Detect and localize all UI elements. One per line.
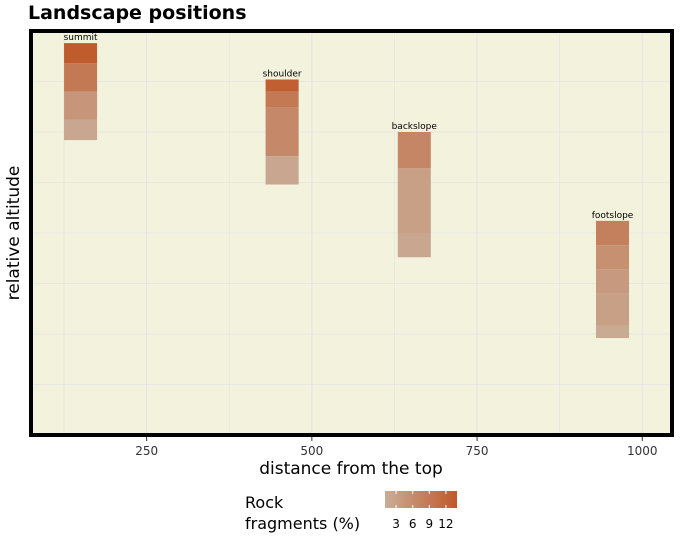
cell-footslope-1 xyxy=(596,220,630,246)
x-axis-title: distance from the top xyxy=(259,459,443,479)
legend-tick-label: 12 xyxy=(438,517,453,531)
x-axis-ticks: 250 500 750 1000 xyxy=(135,437,658,458)
x-tick-label: 250 xyxy=(135,444,158,458)
x-tick-label: 1000 xyxy=(627,444,658,458)
cell-summit-3 xyxy=(64,91,98,120)
site-label-backslope: backslope xyxy=(392,122,438,132)
legend-title-line-2: fragments (%) xyxy=(245,514,360,533)
legend: Rock fragments (%) 3 6 9 12 xyxy=(245,491,457,533)
data-cells xyxy=(64,43,630,339)
x-tick-label: 750 xyxy=(466,444,489,458)
x-tick-label: 500 xyxy=(300,444,323,458)
legend-title-line-1: Rock xyxy=(245,493,284,512)
cell-summit-2 xyxy=(64,63,98,92)
plot-border xyxy=(29,29,674,437)
legend-tick-label: 6 xyxy=(409,517,417,531)
cell-summit-1 xyxy=(64,43,98,64)
cell-footslope-4 xyxy=(596,293,630,326)
y-axis-title: relative altitude xyxy=(4,166,24,301)
cell-backslope-2 xyxy=(397,168,431,233)
site-label-footslope: footslope xyxy=(592,211,634,221)
legend-tick-label: 9 xyxy=(425,517,433,531)
site-label-shoulder: shoulder xyxy=(263,69,302,79)
site-labels: summit shoulder backslope footslope xyxy=(64,33,634,221)
cell-summit-4 xyxy=(64,119,98,141)
cell-backslope-3 xyxy=(397,233,431,258)
cell-shoulder-4 xyxy=(265,156,299,185)
legend-color-bar xyxy=(385,491,457,508)
cell-shoulder-2 xyxy=(265,91,299,108)
site-label-summit: summit xyxy=(64,33,98,43)
cell-footslope-2 xyxy=(596,245,630,270)
cell-footslope-3 xyxy=(596,269,630,294)
cell-shoulder-3 xyxy=(265,107,299,157)
cell-footslope-5 xyxy=(596,325,630,339)
chart-title: Landscape positions xyxy=(28,2,247,24)
legend-ticks: 3 6 9 12 xyxy=(392,491,454,531)
legend-tick-label: 3 xyxy=(392,517,400,531)
grid xyxy=(31,31,672,435)
cell-shoulder-1 xyxy=(265,79,299,92)
cell-backslope-1 xyxy=(397,132,431,169)
